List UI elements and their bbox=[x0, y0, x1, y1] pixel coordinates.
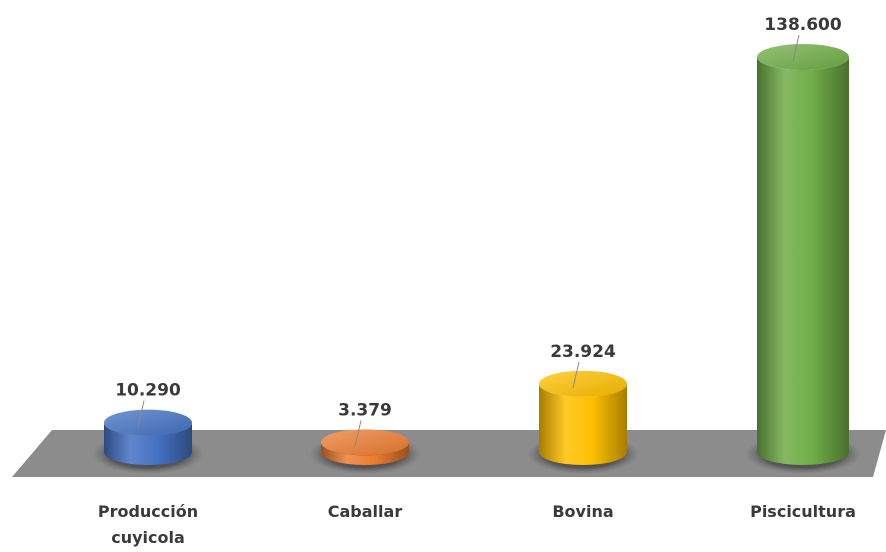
bar-top-2 bbox=[539, 370, 627, 397]
bar-3 bbox=[757, 57, 849, 465]
bar-0 bbox=[104, 422, 192, 465]
category-label-3: Piscicultura bbox=[750, 502, 856, 521]
bar-top-0 bbox=[104, 409, 192, 436]
data-label-leader bbox=[572, 361, 580, 388]
data-label-leader bbox=[137, 400, 145, 427]
bar-2 bbox=[539, 383, 627, 465]
bars-group bbox=[92, 44, 861, 474]
data-label-0: 10.290 bbox=[115, 381, 181, 401]
data-label-leader bbox=[354, 420, 362, 447]
data-label-leader bbox=[792, 34, 800, 62]
data-label-3: 138.600 bbox=[764, 15, 842, 35]
bar-top-3 bbox=[757, 44, 849, 70]
category-label-0: Producción cuyicola bbox=[98, 502, 198, 547]
labels-group: 10.290 Producción cuyicola 3.379 Caballar 23.… bbox=[98, 15, 856, 547]
data-label-2: 23.924 bbox=[550, 342, 616, 362]
data-label-1: 3.379 bbox=[338, 400, 392, 420]
category-label-1: Caballar bbox=[328, 502, 403, 521]
category-label-2: Bovina bbox=[552, 502, 613, 521]
bar-top-1 bbox=[321, 429, 409, 456]
bar-1 bbox=[321, 442, 409, 465]
chart-floor bbox=[12, 430, 886, 477]
